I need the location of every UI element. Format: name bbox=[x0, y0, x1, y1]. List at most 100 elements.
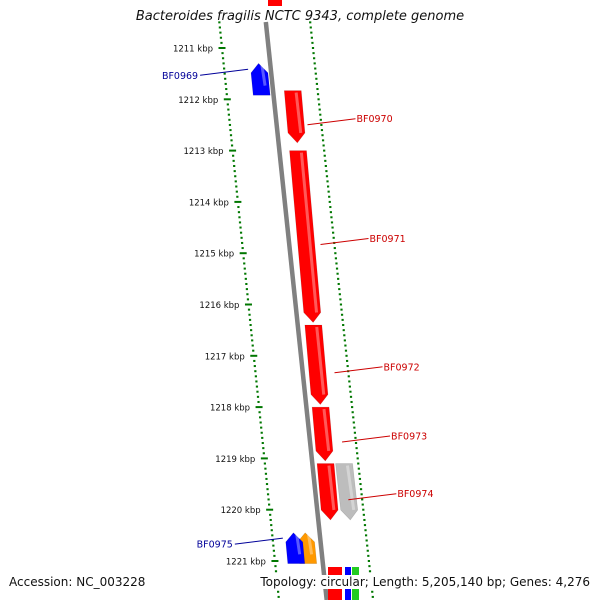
backbone-line bbox=[263, 21, 329, 601]
minor-tick bbox=[310, 31, 313, 34]
minor-tick bbox=[366, 549, 369, 552]
minor-tick bbox=[364, 529, 367, 532]
gene-arrow-bf0975 bbox=[285, 532, 306, 564]
minor-tick bbox=[249, 324, 252, 327]
minor-tick bbox=[312, 52, 315, 55]
minor-tick bbox=[358, 477, 362, 480]
minor-tick bbox=[367, 554, 370, 557]
minor-tick bbox=[272, 549, 275, 552]
scale-tick-label: 1216 kbp bbox=[199, 301, 239, 311]
minor-tick bbox=[361, 498, 364, 501]
minor-tick bbox=[355, 447, 358, 450]
minor-tick bbox=[254, 375, 257, 378]
minor-tick bbox=[335, 262, 338, 265]
minor-tick bbox=[238, 221, 242, 224]
minor-tick bbox=[310, 36, 313, 39]
scale-tick-label: 1217 kbp bbox=[205, 352, 245, 362]
minor-tick bbox=[253, 359, 256, 362]
minor-tick bbox=[341, 318, 344, 321]
minor-tick bbox=[267, 498, 270, 501]
minor-tick bbox=[239, 252, 247, 255]
minor-tick bbox=[255, 380, 258, 383]
gene-highlight bbox=[295, 534, 302, 555]
minor-tick bbox=[364, 534, 368, 537]
minor-tick bbox=[272, 544, 275, 547]
minor-tick bbox=[361, 503, 364, 506]
minor-tick bbox=[256, 390, 259, 393]
minor-tick bbox=[239, 231, 243, 234]
minor-tick bbox=[219, 31, 222, 34]
minor-tick bbox=[270, 529, 273, 532]
minor-tick bbox=[314, 67, 317, 70]
minor-tick bbox=[332, 231, 335, 234]
minor-tick bbox=[348, 385, 351, 388]
minor-tick bbox=[255, 385, 259, 388]
minor-tick bbox=[254, 370, 257, 373]
minor-tick bbox=[345, 354, 348, 357]
minor-tick bbox=[229, 129, 232, 132]
minor-tick bbox=[316, 93, 320, 96]
minor-tick bbox=[270, 524, 273, 527]
minor-tick bbox=[352, 421, 355, 424]
minor-tick bbox=[237, 206, 240, 209]
minor-tick bbox=[277, 595, 280, 598]
minor-tick bbox=[323, 149, 326, 152]
gene-arrow-bf0973 bbox=[311, 406, 334, 462]
minor-tick bbox=[241, 241, 244, 244]
minor-tick bbox=[264, 472, 268, 475]
minor-tick bbox=[230, 144, 234, 147]
minor-tick bbox=[322, 144, 325, 147]
minor-tick bbox=[259, 416, 262, 419]
minor-tick bbox=[340, 308, 343, 311]
minor-tick bbox=[232, 159, 235, 162]
minor-tick bbox=[265, 477, 268, 480]
minor-tick bbox=[227, 113, 230, 116]
minor-tick bbox=[244, 272, 247, 275]
minor-tick bbox=[358, 472, 361, 475]
minor-tick bbox=[325, 170, 328, 173]
minor-tick bbox=[365, 539, 368, 542]
accession-label: Accession: NC_003228 bbox=[9, 575, 146, 589]
minor-tick bbox=[255, 406, 263, 409]
gene-label-bf0970: BF0970 bbox=[356, 114, 392, 125]
minor-tick bbox=[221, 57, 225, 60]
minor-tick bbox=[234, 175, 237, 178]
minor-tick bbox=[351, 406, 354, 409]
minor-tick bbox=[334, 257, 338, 260]
minor-tick bbox=[321, 139, 325, 142]
gene-arrow-offscreen-top bbox=[268, 0, 282, 6]
minor-tick bbox=[264, 467, 267, 470]
minor-tick bbox=[338, 293, 341, 296]
minor-tick bbox=[323, 154, 326, 157]
minor-tick bbox=[342, 329, 345, 332]
minor-tick bbox=[359, 488, 363, 491]
minor-tick bbox=[230, 139, 233, 142]
gene-label-leader bbox=[200, 68, 249, 76]
minor-tick bbox=[266, 493, 270, 496]
minor-tick bbox=[333, 247, 336, 250]
minor-tick bbox=[342, 324, 345, 327]
minor-tick bbox=[357, 467, 360, 470]
minor-tick bbox=[320, 123, 323, 126]
minor-tick bbox=[258, 411, 261, 414]
minor-tick bbox=[356, 457, 359, 460]
gene-label-leader bbox=[334, 366, 383, 374]
minor-tick bbox=[319, 118, 322, 121]
minor-tick bbox=[268, 503, 271, 506]
minor-tick bbox=[277, 590, 280, 593]
scale-tick-label: 1221 kbp bbox=[226, 558, 266, 568]
gene-arrow-bf0970 bbox=[283, 90, 306, 144]
scale-tick-label: 1213 kbp bbox=[184, 147, 224, 157]
gene-label-leader bbox=[348, 493, 397, 501]
minor-tick bbox=[235, 185, 238, 188]
minor-tick bbox=[248, 313, 251, 316]
minor-tick bbox=[324, 159, 327, 162]
minor-tick bbox=[339, 303, 343, 306]
minor-tick bbox=[324, 164, 327, 167]
minor-tick bbox=[263, 462, 266, 465]
minor-tick bbox=[344, 344, 347, 347]
minor-tick bbox=[318, 103, 321, 106]
minor-tick bbox=[219, 36, 223, 39]
